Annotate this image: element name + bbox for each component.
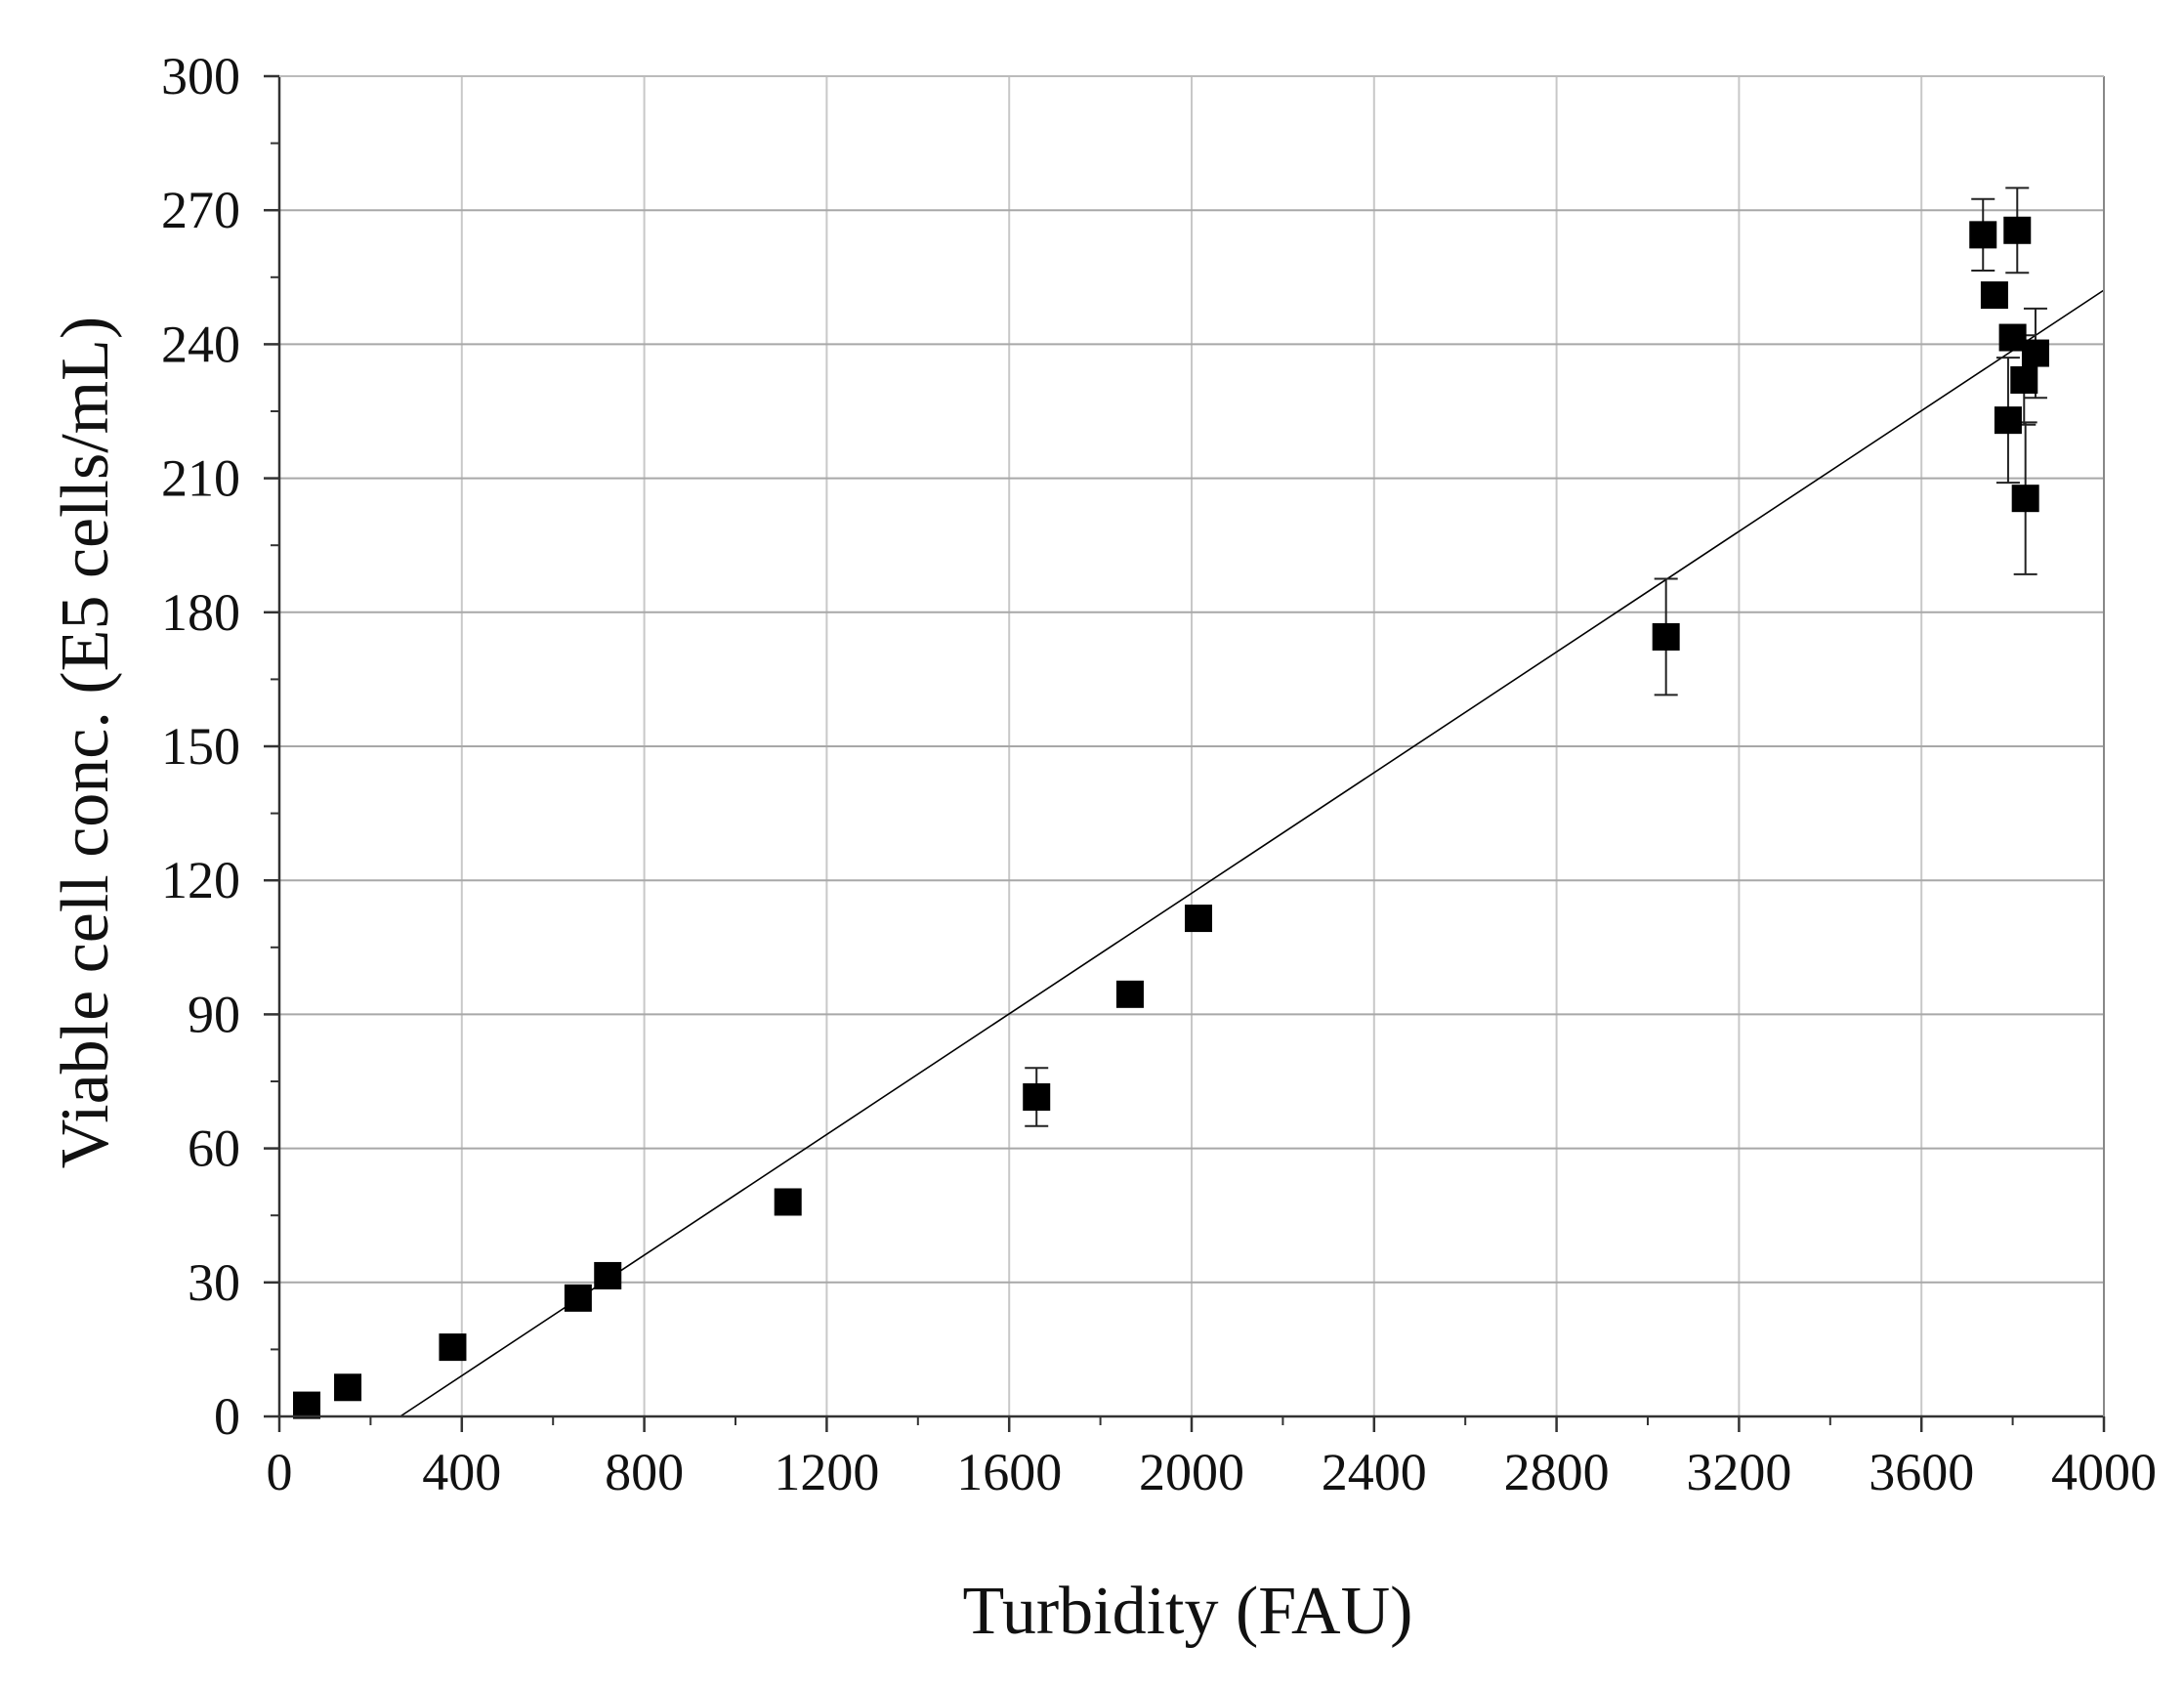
error-bars	[1025, 187, 2047, 1127]
x-tick-label: 2400	[1322, 1443, 1427, 1501]
y-axis-title: Viable cell conc. (E5 cells/mL)	[48, 316, 123, 1168]
x-tick-label: 3600	[1869, 1443, 1974, 1501]
grid-lines	[279, 76, 2104, 1416]
y-tick-label: 180	[161, 583, 240, 642]
data-point	[293, 1391, 321, 1419]
y-tick-label: 0	[214, 1387, 240, 1446]
data-point	[2021, 339, 2049, 367]
x-tick-labels: 0 400 800 1200 1600 2000 2400 2800 3200 3600 4000	[267, 1443, 2158, 1501]
data-point	[334, 1373, 362, 1402]
y-tick-label: 270	[161, 181, 240, 239]
x-tick-label: 2000	[1139, 1443, 1244, 1501]
x-tick-label: 1600	[956, 1443, 1062, 1501]
y-tick-labels: 0 30 60 90 120 150 180 210 240 270 300	[161, 47, 240, 1446]
data-point	[1652, 622, 1680, 651]
x-tick-label: 2800	[1504, 1443, 1610, 1501]
axes	[264, 74, 2106, 1432]
data-point	[1994, 406, 2022, 435]
y-tick-label: 120	[161, 851, 240, 909]
data-point	[1023, 1083, 1051, 1112]
y-tick-label: 240	[161, 315, 240, 373]
y-tick-label: 60	[188, 1119, 240, 1178]
data-point	[594, 1261, 622, 1289]
data-point	[1185, 905, 1213, 933]
y-tick-label: 210	[161, 449, 240, 508]
x-tick-label: 400	[422, 1443, 501, 1501]
data-point	[774, 1188, 802, 1216]
fit-line-group	[399, 289, 2105, 1417]
data-point	[564, 1284, 592, 1312]
x-tick-label: 800	[605, 1443, 684, 1501]
x-tick-label: 0	[267, 1443, 293, 1501]
data-points	[293, 216, 2049, 1419]
data-point	[439, 1333, 467, 1362]
data-point	[1115, 980, 1144, 1008]
y-tick-label: 90	[188, 985, 240, 1043]
x-tick-label: 1200	[774, 1443, 879, 1501]
y-tick-label: 30	[188, 1253, 240, 1312]
data-point	[1969, 221, 1997, 249]
data-point	[1980, 281, 2008, 310]
x-axis-title: Turbidity (FAU)	[963, 1574, 1413, 1649]
data-point	[2010, 365, 2038, 394]
data-point	[2003, 216, 2032, 244]
x-tick-label: 3200	[1686, 1443, 1791, 1501]
y-tick-label: 150	[161, 717, 240, 776]
x-tick-label: 4000	[2051, 1443, 2157, 1501]
fit-line	[399, 289, 2105, 1417]
y-tick-label: 300	[161, 47, 240, 106]
data-point	[1998, 323, 2027, 352]
data-point	[2011, 485, 2039, 513]
